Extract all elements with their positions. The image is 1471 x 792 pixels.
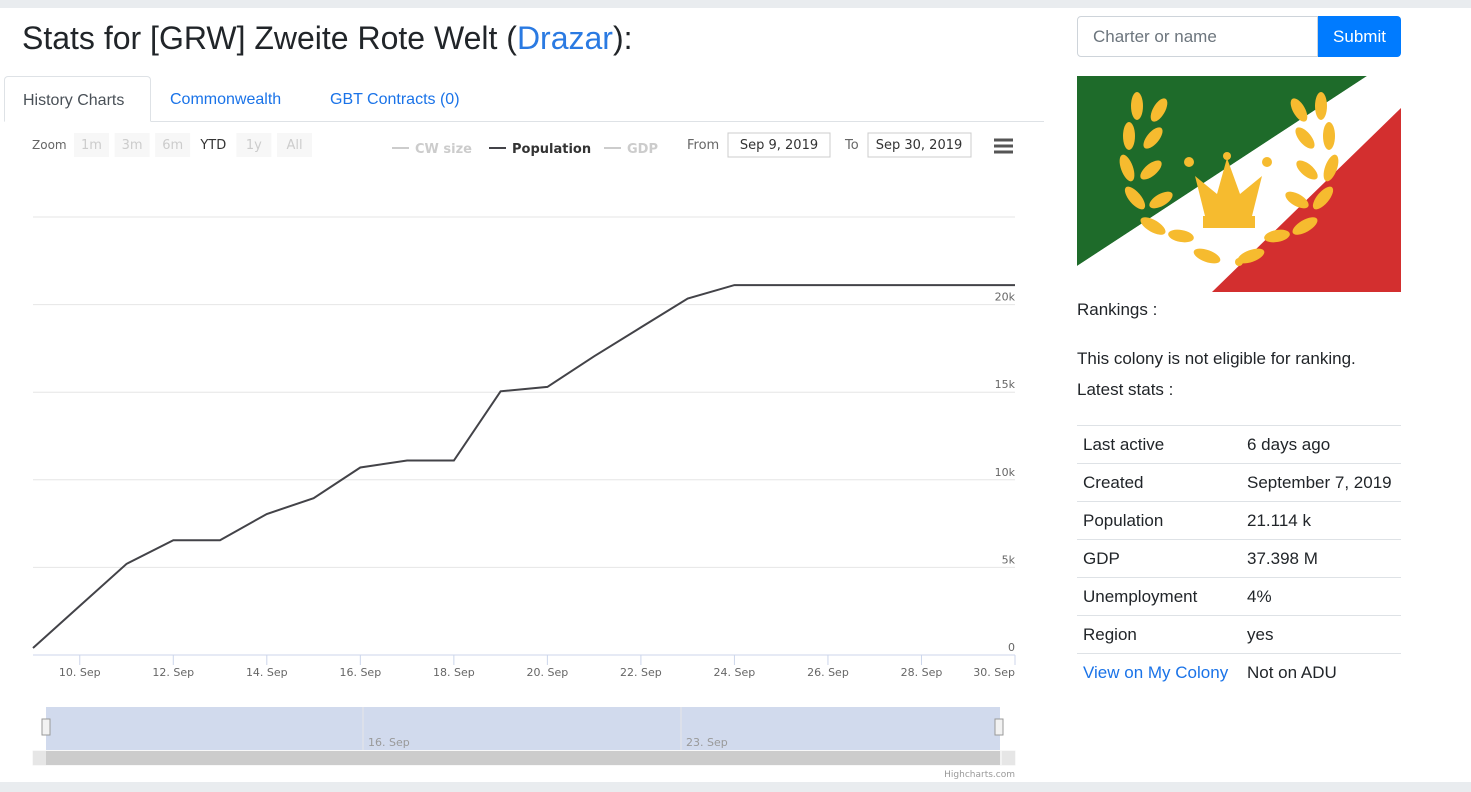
y-tick-label: 5k — [1002, 553, 1016, 566]
bottom-bar — [0, 782, 1471, 792]
y-tick-label: 15k — [995, 378, 1016, 391]
from-input[interactable] — [727, 132, 831, 158]
menu-icon-bar[interactable] — [994, 144, 1013, 148]
x-tick-label: 28. Sep — [901, 666, 943, 679]
stats-row: View on My Colony Not on ADU — [1077, 653, 1401, 691]
tab[interactable]: Commonwealth — [170, 91, 282, 108]
range-button-label[interactable]: 3m — [122, 138, 143, 153]
stats-row: Unemployment 4% — [1077, 577, 1401, 616]
stats-cell: GDP — [1077, 539, 1241, 578]
range-button[interactable] — [74, 133, 109, 157]
scrollbar-button[interactable] — [33, 751, 46, 765]
search-input[interactable]: Charter or name — [1077, 16, 1318, 57]
owner-link[interactable]: Drazar — [516, 20, 613, 56]
range-button-label[interactable]: YTD — [199, 138, 226, 153]
stats-cell: yes — [1241, 615, 1401, 654]
flag — [1077, 76, 1401, 292]
stats-cell: 37.398 M — [1241, 539, 1401, 578]
stats-row: Last active 6 days ago — [1077, 425, 1401, 464]
y-tick-label: 20k — [995, 291, 1016, 304]
page-title: Stats for [GRW] Zweite Rote Welt (Drazar… — [22, 20, 633, 57]
to-value[interactable]: Sep 30, 2019 — [876, 138, 963, 153]
range-button-label[interactable]: 6m — [162, 138, 183, 153]
rankings-label: Rankings : — [1077, 300, 1158, 319]
x-tick-label: 20. Sep — [527, 666, 569, 679]
stats-cell: View on My Colony — [1077, 653, 1241, 691]
range-button-label[interactable]: 1y — [246, 138, 262, 153]
chart: Zoom 1m 3m 6m YTD 1y All CW size Population GDP Fr… — [32, 132, 1016, 780]
range-button[interactable] — [195, 133, 231, 157]
from-label: From — [687, 138, 719, 153]
y-tick-label: 10k — [995, 466, 1016, 479]
title-text: Stats for [GRW] Zweite Rote Welt ( — [22, 20, 517, 56]
credits[interactable]: Highcharts.com — [944, 770, 1015, 780]
y-tick-label: 0 — [1008, 641, 1015, 654]
x-tick-label: 16. Sep — [339, 666, 381, 679]
scrollbar-thumb[interactable] — [46, 751, 1000, 765]
range-button[interactable] — [236, 133, 272, 157]
x-tick-label: 26. Sep — [807, 666, 849, 679]
x-tick-label: 12. Sep — [152, 666, 194, 679]
submit-button[interactable]: Submit — [1318, 16, 1401, 57]
legend-label[interactable]: GDP — [627, 142, 658, 157]
range-button[interactable] — [114, 133, 150, 157]
range-button-label[interactable]: All — [286, 138, 302, 153]
navigator-mask — [46, 707, 1000, 750]
stats-cell: Not on ADU — [1241, 653, 1401, 691]
tab[interactable]: History Charts — [4, 76, 151, 122]
stats-cell: Created — [1077, 463, 1241, 502]
stats-cell: 21.114 k — [1241, 501, 1401, 540]
stats-row: Created September 7, 2019 — [1077, 463, 1401, 502]
stats-table: Last active 6 days ago Created September 7,… — [1077, 425, 1401, 691]
legend-label[interactable]: Population — [512, 142, 591, 157]
to-label: To — [844, 138, 859, 153]
stats-row: Population 21.114 k — [1077, 501, 1401, 540]
series-line — [32, 284, 1015, 649]
stats-cell: Unemployment — [1077, 577, 1241, 616]
top-bar — [0, 0, 1471, 8]
stats-row: GDP 37.398 M — [1077, 539, 1401, 578]
latest-label: Latest stats : — [1077, 380, 1174, 399]
range-button-label[interactable]: 1m — [81, 138, 102, 153]
stats-cell: 6 days ago — [1241, 425, 1401, 464]
stats-cell: September 7, 2019 — [1241, 463, 1401, 502]
x-tick-label: 30. Sep — [973, 666, 1015, 679]
navigator-label: 23. Sep — [686, 736, 728, 749]
zoom-label: Zoom — [32, 138, 67, 152]
legend-label[interactable]: CW size — [415, 142, 472, 157]
range-button[interactable] — [155, 133, 191, 157]
colony-link[interactable]: View on My Colony — [1083, 662, 1229, 682]
stats-cell: 4% — [1241, 577, 1401, 616]
scrollbar-button[interactable] — [1002, 751, 1015, 765]
x-tick-label: 10. Sep — [59, 666, 101, 679]
menu-icon-bar[interactable] — [994, 150, 1013, 154]
x-tick-label: 22. Sep — [620, 666, 662, 679]
navigator-handle[interactable] — [994, 718, 1004, 736]
tab[interactable]: GBT Contracts (0) — [330, 91, 460, 108]
tab-border — [4, 121, 1044, 122]
from-value[interactable]: Sep 9, 2019 — [740, 138, 818, 153]
navigator-handle[interactable] — [41, 718, 51, 736]
stats-cell: Population — [1077, 501, 1241, 540]
stats-cell: Last active — [1077, 425, 1241, 464]
to-input[interactable] — [867, 132, 972, 158]
navigator-label: 16. Sep — [368, 736, 410, 749]
x-tick-label: 24. Sep — [714, 666, 756, 679]
x-tick-label: 18. Sep — [433, 666, 475, 679]
title-text: ): — [612, 20, 633, 56]
ranking-note: This colony is not eligible for ranking. — [1077, 349, 1356, 368]
range-button[interactable] — [277, 133, 312, 157]
menu-icon-bar[interactable] — [994, 138, 1013, 142]
stats-row: Region yes — [1077, 615, 1401, 654]
x-tick-label: 14. Sep — [246, 666, 288, 679]
stats-cell: Region — [1077, 615, 1241, 654]
